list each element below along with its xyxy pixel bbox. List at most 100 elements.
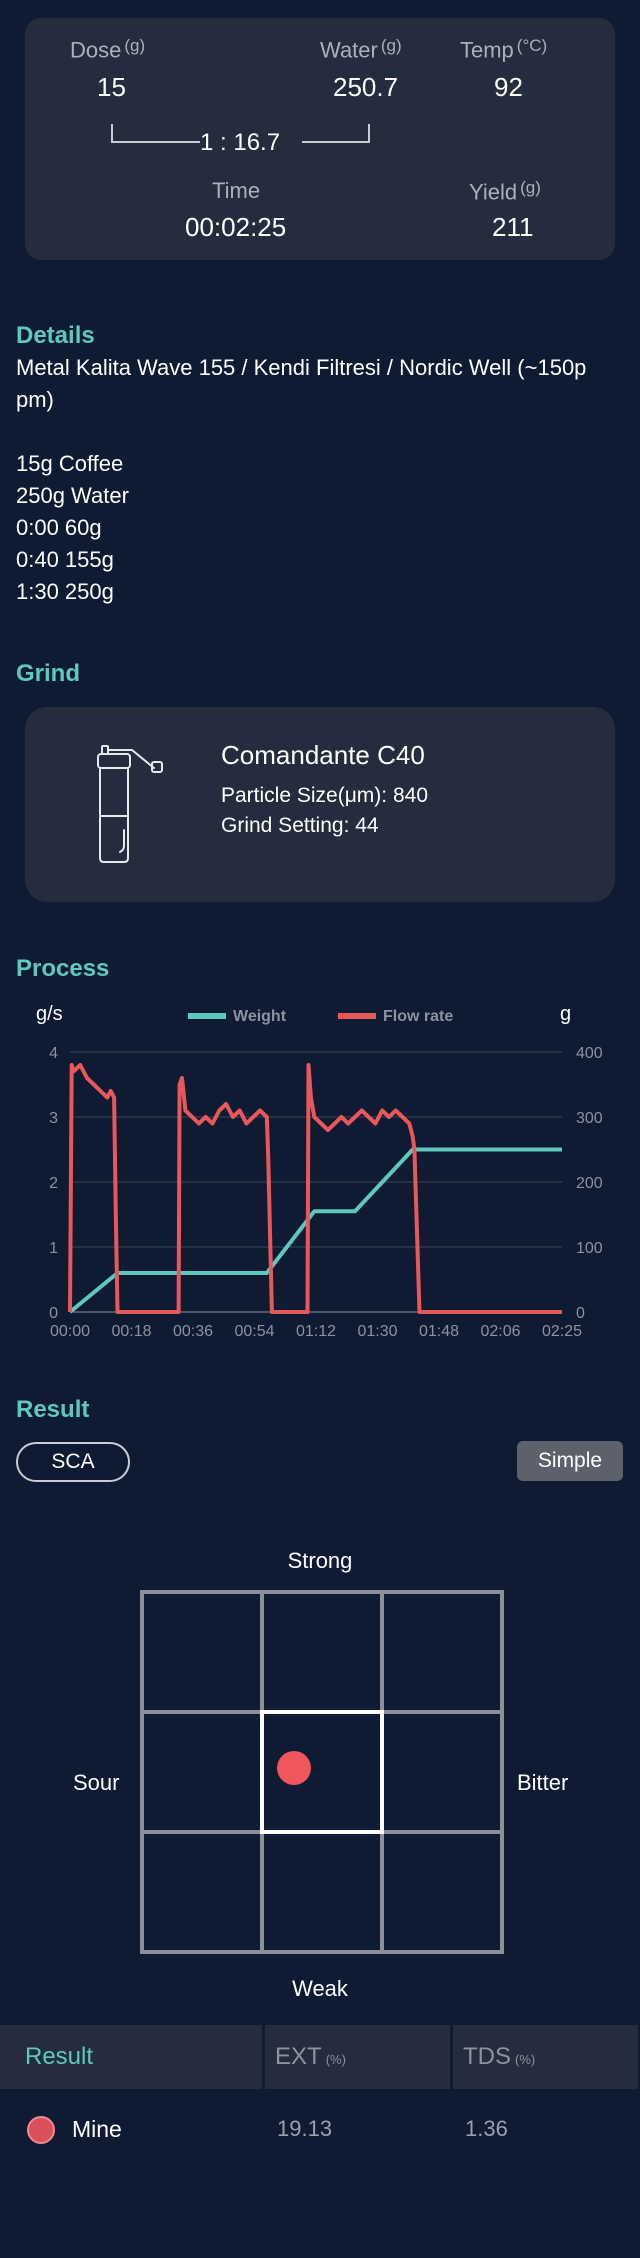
grind-title: Grind bbox=[16, 660, 80, 687]
ratio-value: 1 : 16.7 bbox=[200, 129, 281, 156]
header-ext-group: EXT (%) bbox=[275, 2043, 346, 2071]
recipe-line: 0:40 155g bbox=[16, 547, 114, 572]
temp-label: Temp bbox=[460, 37, 514, 63]
details-equipment-line: Metal Kalita Wave 155 / Kendi Filtresi /… bbox=[16, 355, 587, 380]
chart-legend: Weight Flow rate bbox=[188, 1008, 453, 1025]
ratio-bracket bbox=[111, 124, 370, 143]
header-cell-result bbox=[0, 2025, 262, 2089]
left-axis-label: g/s bbox=[36, 1003, 63, 1025]
temp-value: 92 bbox=[494, 72, 523, 102]
recipe-line: 15g Coffee bbox=[16, 451, 124, 476]
x-tick-label: 02:06 bbox=[480, 1323, 520, 1340]
yield-label-group: Yield (g) bbox=[469, 178, 541, 205]
taste-grid-cell bbox=[380, 1710, 504, 1834]
sour-label: Sour bbox=[73, 1770, 120, 1795]
right-axis-label: g bbox=[560, 1003, 571, 1025]
y-right-tick-label: 400 bbox=[576, 1045, 603, 1062]
header-tds-group: TDS (%) bbox=[463, 2043, 535, 2071]
dose-label: Dose bbox=[70, 37, 122, 63]
legend-weight-label: Weight bbox=[233, 1008, 287, 1025]
x-tick-label: 00:00 bbox=[50, 1323, 90, 1340]
series-dot-icon bbox=[27, 2116, 55, 2144]
dose-value: 15 bbox=[97, 72, 126, 102]
table-row[interactable]: Mine 19.13 1.36 bbox=[0, 2100, 640, 2160]
taste-grid-cell bbox=[140, 1830, 264, 1954]
y-left-tick-label: 2 bbox=[49, 1175, 58, 1192]
header-cell-tds bbox=[453, 2025, 638, 2089]
row-ext: 19.13 bbox=[277, 2116, 333, 2141]
taste-grid-cell bbox=[260, 1590, 384, 1714]
temp-label-group: Temp (°C) bbox=[460, 36, 547, 63]
header-ext-unit: (%) bbox=[325, 2052, 346, 2067]
yield-unit: (g) bbox=[520, 178, 541, 197]
result-title: Result bbox=[16, 1396, 90, 1423]
time-value: 00:02:25 bbox=[185, 212, 287, 242]
recipe-line: 1:30 250g bbox=[16, 579, 114, 604]
sca-button[interactable]: SCA bbox=[16, 1442, 130, 1482]
header-ext: EXT bbox=[275, 2043, 322, 2070]
dose-unit: (g) bbox=[124, 36, 146, 55]
details-equipment-line-cont: pm) bbox=[16, 387, 54, 412]
recipe-line: 0:00 60g bbox=[16, 515, 102, 540]
water-unit: (g) bbox=[380, 36, 402, 55]
y-right-tick-label: 200 bbox=[576, 1175, 603, 1192]
process-title: Process bbox=[16, 955, 110, 982]
taste-grid[interactable] bbox=[140, 1590, 505, 1955]
particle-size: Particle Size(μm): 840 bbox=[221, 784, 428, 807]
y-left-tick-label: 4 bbox=[49, 1045, 58, 1062]
header-tds: TDS bbox=[463, 2043, 511, 2070]
brew-summary-card bbox=[25, 18, 615, 260]
y-left-tick-label: 1 bbox=[49, 1240, 58, 1257]
y-right-tick-label: 100 bbox=[576, 1240, 603, 1257]
flow-rate-line bbox=[68, 1063, 562, 1314]
taste-grid-cell bbox=[380, 1830, 504, 1954]
temp-unit: (°C) bbox=[516, 36, 548, 55]
y-right-tick-label: 0 bbox=[576, 1305, 585, 1322]
simple-button[interactable]: Simple bbox=[517, 1441, 623, 1481]
weight-line bbox=[68, 1147, 562, 1314]
header-tds-unit: (%) bbox=[515, 2052, 536, 2067]
x-tick-label: 01:12 bbox=[296, 1323, 336, 1340]
process-chart: 0 0 1 100 2 200 3 300 4 400 00:00 00:18 00:36 00:54 01… bbox=[36, 1003, 603, 1340]
taste-grid-cell bbox=[140, 1590, 264, 1714]
taste-grid-cell-selected bbox=[260, 1710, 384, 1834]
legend-weight-swatch bbox=[188, 1013, 226, 1019]
water-label: Water bbox=[320, 37, 378, 63]
y-left-tick-label: 0 bbox=[49, 1305, 58, 1322]
y-left-tick-label: 3 bbox=[49, 1110, 58, 1127]
chart-series bbox=[68, 1063, 562, 1314]
legend-flow-rate-swatch bbox=[338, 1013, 376, 1019]
taste-grid-cell bbox=[380, 1590, 504, 1714]
details-title: Details bbox=[16, 322, 95, 349]
yield-value: 211 bbox=[492, 212, 534, 242]
recipe-line: 250g Water bbox=[16, 483, 129, 508]
grind-setting: Grind Setting: 44 bbox=[221, 814, 379, 837]
bitter-label: Bitter bbox=[517, 1770, 569, 1795]
x-tick-label: 00:54 bbox=[234, 1323, 274, 1340]
water-label-group: Water (g) bbox=[320, 36, 402, 63]
result-table-header: Result EXT (%) TDS (%) bbox=[0, 2025, 640, 2089]
y-right-tick-label: 300 bbox=[576, 1110, 603, 1127]
x-tick-label: 00:18 bbox=[111, 1323, 151, 1340]
yield-label: Yield bbox=[469, 179, 518, 205]
dose-label-group: Dose (g) bbox=[70, 36, 145, 63]
x-tick-label: 02:25 bbox=[542, 1323, 582, 1340]
weak-label: Weak bbox=[292, 1976, 348, 2001]
row-name: Mine bbox=[72, 2116, 122, 2142]
hand-grinder-icon bbox=[97, 745, 163, 863]
result-point bbox=[277, 1751, 311, 1785]
header-result: Result bbox=[25, 2043, 94, 2070]
row-tds: 1.36 bbox=[465, 2116, 508, 2141]
time-label: Time bbox=[212, 178, 261, 203]
x-tick-label: 01:48 bbox=[419, 1323, 459, 1340]
x-tick-label: 01:30 bbox=[357, 1323, 397, 1340]
x-tick-label: 00:36 bbox=[173, 1323, 213, 1340]
header-cell-ext bbox=[265, 2025, 450, 2089]
chart-ticks: 0 0 1 100 2 200 3 300 4 400 00:00 00:18 00:36 00:54 01… bbox=[49, 1045, 603, 1340]
water-value: 250.7 bbox=[333, 72, 399, 102]
strong-label: Strong bbox=[287, 1548, 353, 1573]
grinder-card bbox=[25, 707, 615, 902]
taste-grid-cell bbox=[260, 1830, 384, 1954]
taste-grid-cell bbox=[140, 1710, 264, 1834]
legend-flow-rate-label: Flow rate bbox=[383, 1008, 453, 1025]
